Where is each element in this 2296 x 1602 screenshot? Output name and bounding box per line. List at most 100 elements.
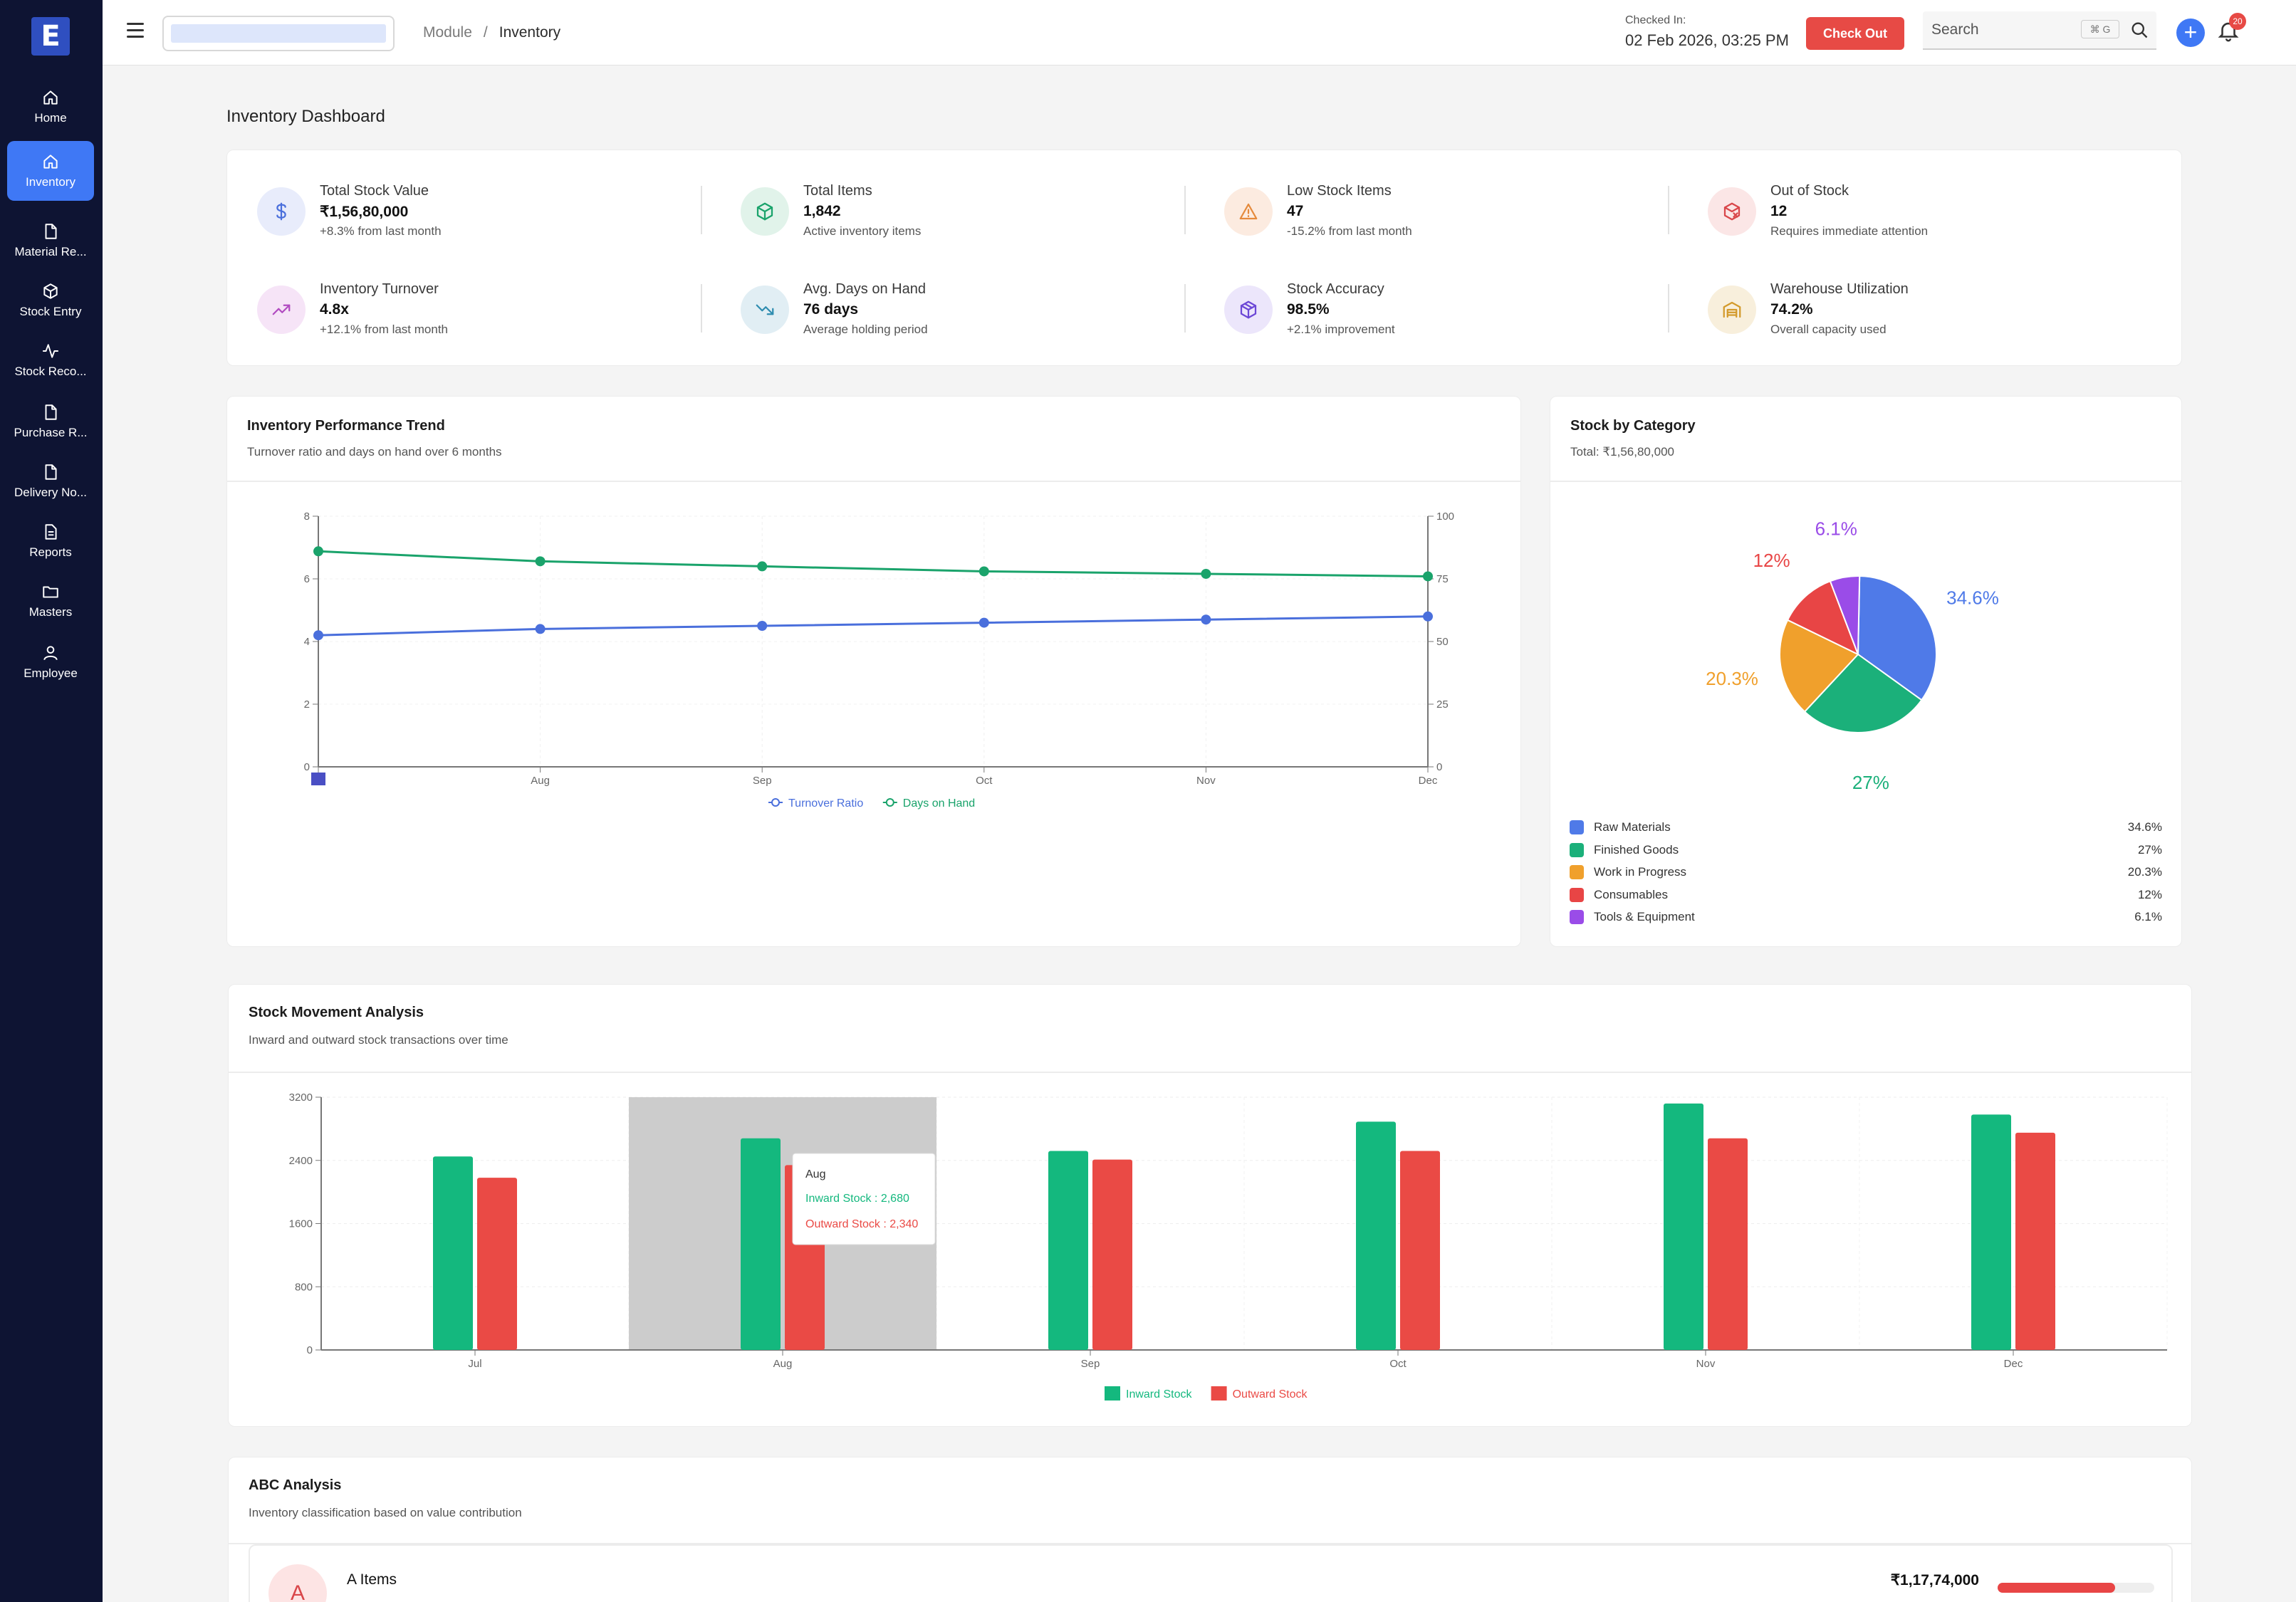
x-tick-label: Aug — [531, 775, 550, 787]
pie-slice[interactable] — [1803, 653, 1923, 733]
bar[interactable] — [433, 1156, 473, 1350]
bar[interactable] — [1356, 1121, 1396, 1350]
kpi-subtext: Overall capacity used — [1770, 323, 1887, 336]
y-tick-label-left: 4 — [304, 636, 310, 648]
movement-title: Stock Movement Analysis — [249, 1005, 424, 1020]
sidebar-item-stock-entry[interactable]: Stock Entry — [7, 272, 94, 329]
data-point[interactable] — [1423, 611, 1433, 622]
kpi-value: 98.5% — [1287, 301, 1330, 318]
search-shortcut: ⌘ G — [2081, 20, 2119, 38]
kpi-out-of-stock: Out of Stock 12 Requires immediate attenti… — [1678, 173, 2119, 251]
data-point[interactable] — [979, 617, 989, 628]
bar[interactable] — [1971, 1114, 2011, 1350]
bar[interactable] — [1708, 1138, 1748, 1350]
sidebar-item-masters[interactable]: Masters — [7, 572, 94, 629]
data-point[interactable] — [313, 546, 323, 557]
y-tick-label-right: 50 — [1436, 636, 1449, 648]
kpi-icon-wrap — [741, 286, 789, 334]
bar[interactable] — [1664, 1103, 1703, 1350]
sidebar-item-label: Employee — [24, 666, 78, 680]
file-icon — [45, 224, 57, 239]
kpi-icon-wrap — [257, 187, 306, 236]
x-tick-label: Aug — [773, 1358, 793, 1370]
menu-icon[interactable] — [127, 23, 144, 38]
sidebar-item-label: Purchase R... — [14, 426, 88, 439]
kpi-value: ₹1,56,80,000 — [320, 204, 409, 220]
x-tick-label: Dec — [2004, 1358, 2023, 1370]
sidebar-item-purchase-r[interactable]: Purchase R... — [7, 393, 94, 450]
cube-icon — [43, 283, 58, 299]
abc-row-value: ₹1,17,74,000 — [1890, 1572, 1979, 1588]
pie-slice[interactable] — [1857, 575, 1937, 701]
category-chart-card: Stock by Category Total: ₹1,56,80,000 34… — [1550, 396, 2182, 947]
kpi-subtext: -15.2% from last month — [1287, 224, 1412, 238]
pie-slice[interactable] — [1779, 619, 1859, 713]
legend-value: 6.1% — [2134, 910, 2162, 923]
data-point[interactable] — [535, 624, 546, 634]
bar[interactable] — [1092, 1159, 1132, 1350]
bar[interactable] — [477, 1178, 517, 1350]
sidebar-item-delivery-no[interactable]: Delivery No... — [7, 453, 94, 510]
breadcrumb-current: Inventory — [499, 24, 561, 41]
y-tick-label: 3200 — [289, 1091, 313, 1104]
data-point[interactable] — [1201, 568, 1211, 579]
data-point[interactable] — [757, 561, 768, 572]
trend-up-icon — [272, 304, 291, 315]
pie-slice[interactable] — [1786, 580, 1859, 656]
bar[interactable] — [741, 1138, 781, 1350]
data-point[interactable] — [313, 630, 323, 641]
x-tick-label: Oct — [1389, 1358, 1407, 1370]
search-icon[interactable] — [2129, 20, 2149, 40]
data-point[interactable] — [535, 556, 546, 567]
sidebar-item-material-re[interactable]: Material Re... — [7, 212, 94, 269]
movement-bar-chart: 0 800 1600 2400 3200 Jul Aug Sep Oct Nov Dec Aug Inw… — [289, 1091, 2168, 1401]
x-tick-label: Nov — [1196, 775, 1216, 787]
legend-item: Consumables 12% — [1570, 885, 2162, 905]
report-icon — [45, 524, 57, 540]
company-selector[interactable] — [162, 16, 395, 51]
y-tick-label: 1600 — [289, 1218, 313, 1230]
data-point[interactable] — [979, 566, 989, 577]
data-point[interactable] — [1201, 614, 1211, 625]
kpi-value: 76 days — [803, 301, 859, 318]
kpi-title: Out of Stock — [1770, 183, 1849, 199]
series-line — [318, 550, 1429, 577]
bar[interactable] — [1048, 1151, 1088, 1350]
sidebar-item-employee[interactable]: Employee — [7, 634, 94, 691]
sidebar-item-inventory[interactable]: Inventory — [7, 141, 94, 201]
legend-label: Days on Hand — [903, 797, 975, 810]
kpi-title: Total Items — [803, 183, 872, 199]
bar[interactable] — [2015, 1132, 2055, 1350]
bar[interactable] — [1400, 1151, 1440, 1350]
box-icon — [756, 202, 773, 221]
category-subtitle: Total: ₹1,56,80,000 — [1570, 445, 1674, 459]
performance-title: Inventory Performance Trend — [247, 418, 445, 434]
legend-label: Work in Progress — [1594, 865, 1687, 879]
kpi-warehouse-utilization: Warehouse Utilization 74.2% Overall capaci… — [1678, 271, 2119, 350]
performance-line-chart: 0 2 4 6 8 0 25 50 75 100 Aug Sep Oct Nov Dec Turnover R… — [304, 511, 1454, 810]
data-point[interactable] — [757, 621, 768, 631]
legend-swatch — [1570, 820, 1584, 834]
kpi-title: Low Stock Items — [1287, 183, 1392, 199]
pie-slice[interactable] — [1829, 575, 1861, 655]
series-line — [318, 615, 1429, 637]
legend-marker — [771, 798, 780, 807]
kpi-title: Warehouse Utilization — [1770, 281, 1909, 297]
x-tick-label: Dec — [1419, 775, 1438, 787]
sidebar-item-stock-reco[interactable]: Stock Reco... — [7, 332, 94, 389]
abc-progress-fill — [1998, 1583, 2115, 1593]
top-bar: Module / Inventory Checked In: 02 Feb 2026… — [103, 0, 2296, 66]
kpi-divider — [1184, 186, 1186, 234]
pie-slice-label: 6.1% — [1815, 518, 1857, 540]
search-input[interactable]: Search ⌘ G — [1923, 11, 2156, 50]
breadcrumb-module[interactable]: Module — [423, 24, 472, 41]
sidebar-item-home[interactable]: Home — [7, 78, 94, 135]
kpi-subtext: +12.1% from last month — [320, 323, 449, 336]
kpi-inventory-turnover: Inventory Turnover 4.8x +12.1% from last m… — [227, 271, 669, 350]
data-point[interactable] — [1423, 571, 1433, 582]
check-out-button[interactable]: Check Out — [1806, 17, 1904, 50]
sidebar-item-reports[interactable]: Reports — [7, 513, 94, 570]
app-logo[interactable]: E — [31, 17, 70, 56]
y-tick-label: 2400 — [289, 1155, 313, 1167]
add-icon[interactable]: + — [2176, 19, 2205, 47]
